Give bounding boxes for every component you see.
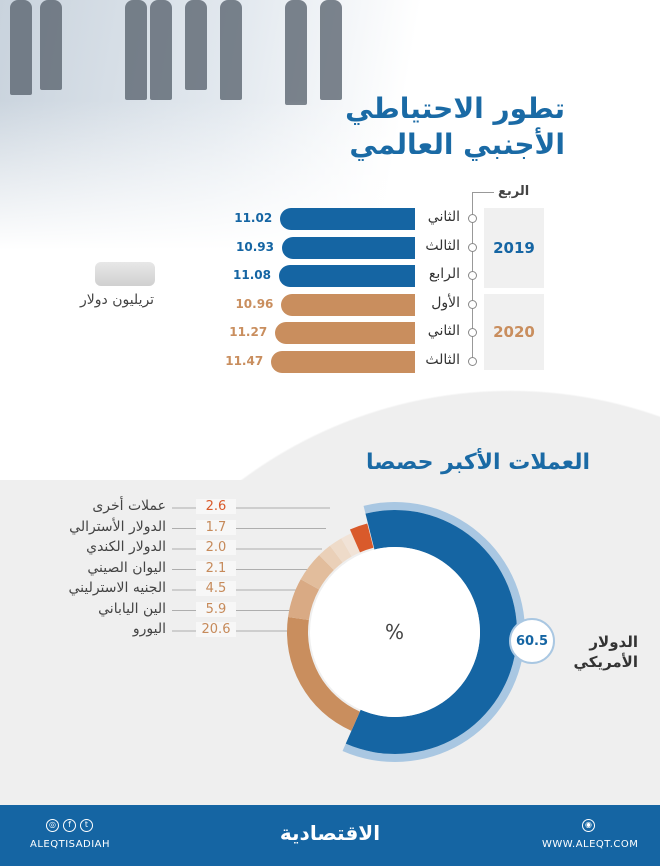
timeline-dot bbox=[468, 242, 477, 252]
donut-slice bbox=[345, 510, 518, 754]
person-figure bbox=[185, 0, 207, 90]
bar-value: 10.96 bbox=[235, 296, 274, 311]
person-figure bbox=[40, 0, 62, 90]
timeline-dot bbox=[468, 214, 477, 223]
legend-value: 20.6 bbox=[196, 622, 236, 637]
legend-value: 4.5 bbox=[196, 581, 236, 596]
money-icon bbox=[95, 262, 155, 286]
donut-slice bbox=[287, 617, 360, 731]
quarter-label: الثاني bbox=[427, 209, 460, 225]
person-figure bbox=[10, 0, 32, 95]
donut-center-label: % bbox=[385, 620, 405, 644]
footer: ◎ f t ALEQTISADIAH الاقتصادية ◉ WWW.ALEQ… bbox=[0, 805, 660, 866]
person-figure bbox=[320, 0, 342, 100]
globe-icon: ◉ bbox=[582, 819, 595, 832]
facebook-icon[interactable]: f bbox=[63, 819, 76, 832]
person-figure bbox=[220, 0, 242, 100]
quarter-label: الثاني bbox=[427, 323, 460, 339]
bar-value: 11.08 bbox=[233, 268, 271, 282]
person-figure bbox=[150, 0, 172, 100]
legend-value: 2.1 bbox=[196, 560, 236, 576]
timeline-tick bbox=[472, 192, 494, 193]
usd-label-line2: الأمريكي bbox=[573, 653, 638, 671]
legend-value: 2.6 bbox=[196, 499, 236, 514]
legend-value: 2.0 bbox=[196, 540, 236, 555]
timeline-dot bbox=[468, 356, 477, 366]
usd-value-badge: 60.5 bbox=[509, 618, 555, 664]
bar bbox=[279, 265, 415, 287]
year-2019: 2019 bbox=[484, 208, 544, 288]
quarter-label: الثالث bbox=[425, 351, 460, 368]
bar bbox=[280, 208, 415, 230]
timeline-dot bbox=[468, 299, 477, 309]
social-handle[interactable]: ALEQTISADIAH bbox=[30, 839, 111, 850]
legend-label: الدولار الكندي bbox=[86, 539, 166, 555]
legend-label: اليوان الصيني bbox=[87, 559, 166, 576]
donut-slice bbox=[341, 533, 361, 557]
website-link[interactable]: WWW.ALEQT.COM bbox=[542, 839, 639, 850]
instagram-icon[interactable]: ◎ bbox=[46, 819, 59, 832]
bar-value: 10.93 bbox=[236, 239, 274, 254]
unit-label: تريليون دولار bbox=[80, 292, 155, 308]
donut-slice bbox=[300, 555, 334, 590]
social-icons: ◎ f t bbox=[46, 819, 93, 832]
bar-value: 11.02 bbox=[234, 211, 273, 225]
donut-slice bbox=[329, 538, 352, 563]
bar-value: 11.27 bbox=[229, 325, 268, 339]
legend-label: اليورو bbox=[132, 621, 166, 637]
legend-label: الجنيه الاسترليني bbox=[68, 580, 166, 596]
person-figure bbox=[285, 0, 307, 105]
currencies-title: العملات الأكبر حصصا bbox=[366, 450, 590, 475]
donut-hole bbox=[310, 547, 480, 717]
title-line2: الأجنبي العالمي bbox=[349, 128, 565, 161]
bar bbox=[282, 236, 415, 259]
timeline-dot bbox=[468, 328, 477, 337]
donut-slice bbox=[349, 523, 374, 553]
quarter-label: الثالث bbox=[425, 237, 460, 254]
usd-label-line1: الدولار bbox=[589, 633, 638, 651]
currency-donut bbox=[172, 502, 525, 762]
legend-value: 1.7 bbox=[196, 519, 236, 535]
header-photo bbox=[0, 0, 660, 250]
donut-slice bbox=[319, 545, 343, 571]
twitter-icon[interactable]: t bbox=[80, 819, 93, 832]
person-figure bbox=[125, 0, 147, 100]
legend-label: الدولار الأسترالي bbox=[69, 518, 166, 535]
quarter-label: الأول bbox=[431, 294, 460, 311]
quarter-header: الربع bbox=[498, 184, 530, 199]
title-line1: تطور الاحتياطي bbox=[345, 92, 565, 125]
year-2020: 2020 bbox=[484, 294, 544, 370]
legend-label: عملات أخرى bbox=[92, 498, 166, 514]
bar bbox=[271, 350, 415, 373]
bar bbox=[275, 322, 415, 344]
bar bbox=[281, 293, 415, 316]
bar-value: 11.47 bbox=[225, 353, 264, 368]
quarter-label: الرابع bbox=[428, 266, 460, 282]
logo: الاقتصادية bbox=[279, 821, 381, 845]
legend-value: 5.9 bbox=[196, 601, 236, 617]
donut-slice bbox=[288, 579, 320, 620]
legend-label: الين الياباني bbox=[98, 600, 166, 617]
timeline-dot bbox=[468, 271, 477, 280]
usd-label: الدولار الأمريكي bbox=[574, 632, 638, 672]
